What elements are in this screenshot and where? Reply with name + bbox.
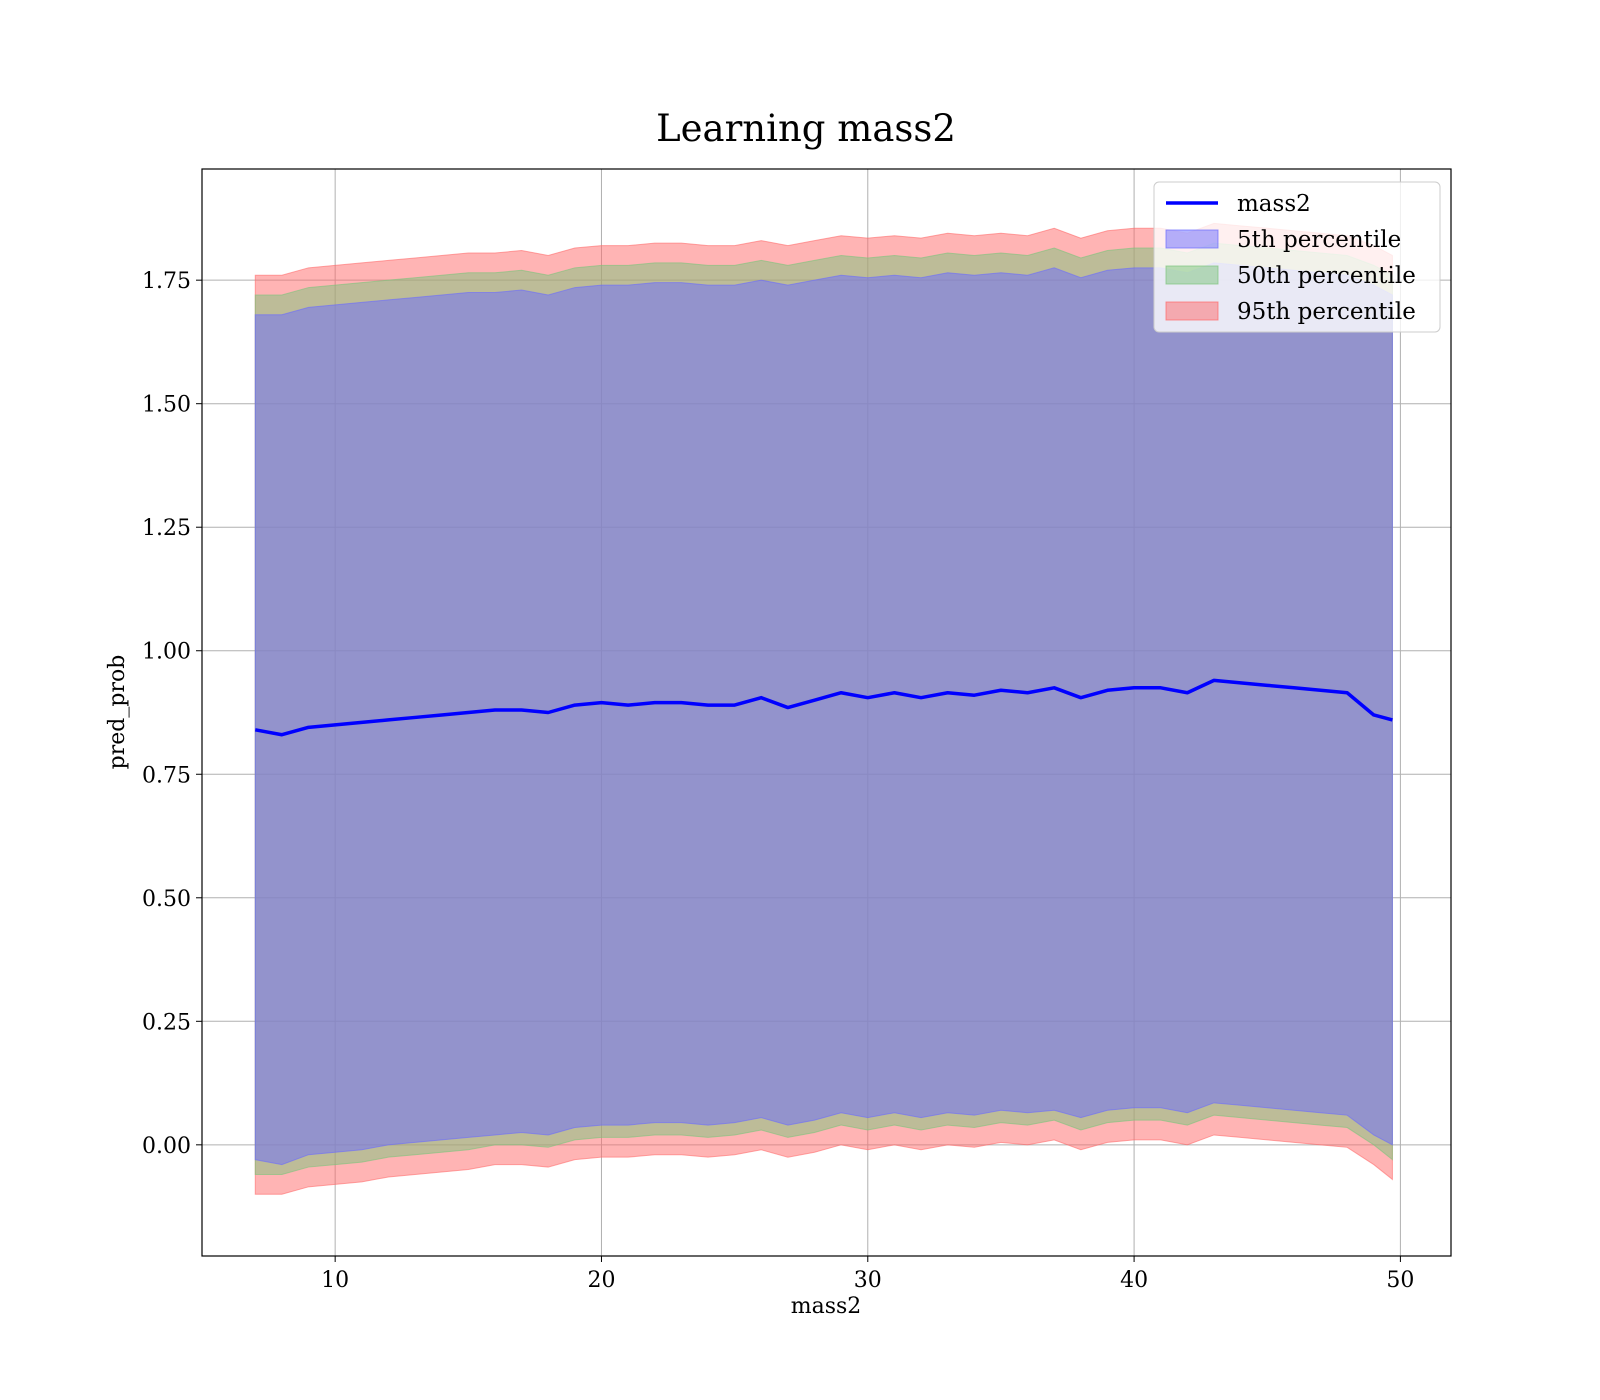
x-tick-label: 10 <box>321 1268 349 1293</box>
series-line-mass2 <box>254 678 1393 737</box>
y-axis-ticks: 0.00 0.25 0.50 0.75 1.00 1.25 1.50 1.75 <box>142 269 202 1159</box>
y-tick-label: 1.25 <box>142 516 191 541</box>
band-5th-percentile <box>254 262 1393 1166</box>
y-tick-label: 1.50 <box>142 393 191 418</box>
x-tick-label: 20 <box>587 1268 615 1293</box>
chart-title: Learning mass2 <box>656 107 956 150</box>
y-tick-label: 1.00 <box>142 640 191 665</box>
legend-swatch-50th-percentile <box>1165 265 1219 285</box>
series-lines <box>254 678 1393 737</box>
y-tick-label: 0.75 <box>142 763 191 788</box>
y-tick-label: 0.50 <box>142 887 191 912</box>
legend-label-95th-percentile: 95th percentile <box>1237 299 1416 325</box>
legend-label-5th-percentile: 5th percentile <box>1237 227 1401 253</box>
y-tick-label: 0.25 <box>142 1010 191 1035</box>
legend: mass2 5th percentile 50th percentile 95th p… <box>1153 181 1441 333</box>
y-tick-label: 0.00 <box>142 1134 191 1159</box>
x-tick-label: 50 <box>1386 1268 1414 1293</box>
x-axis-ticks: 10 20 30 40 50 <box>321 1256 1414 1293</box>
y-axis-label: pred_prob <box>105 655 130 770</box>
x-tick-label: 30 <box>854 1268 882 1293</box>
legend-label-mass2: mass2 <box>1237 191 1311 217</box>
legend-box <box>1153 181 1441 333</box>
plot-frame <box>201 168 1452 1257</box>
x-axis-label: mass2 <box>791 1294 862 1319</box>
legend-swatch-95th-percentile <box>1165 301 1219 321</box>
legend-swatch-5th-percentile <box>1165 229 1219 249</box>
y-tick-label: 1.75 <box>142 269 191 294</box>
legend-label-50th-percentile: 50th percentile <box>1237 263 1416 289</box>
percentile-bands <box>254 222 1393 1195</box>
x-tick-label: 40 <box>1120 1268 1148 1293</box>
